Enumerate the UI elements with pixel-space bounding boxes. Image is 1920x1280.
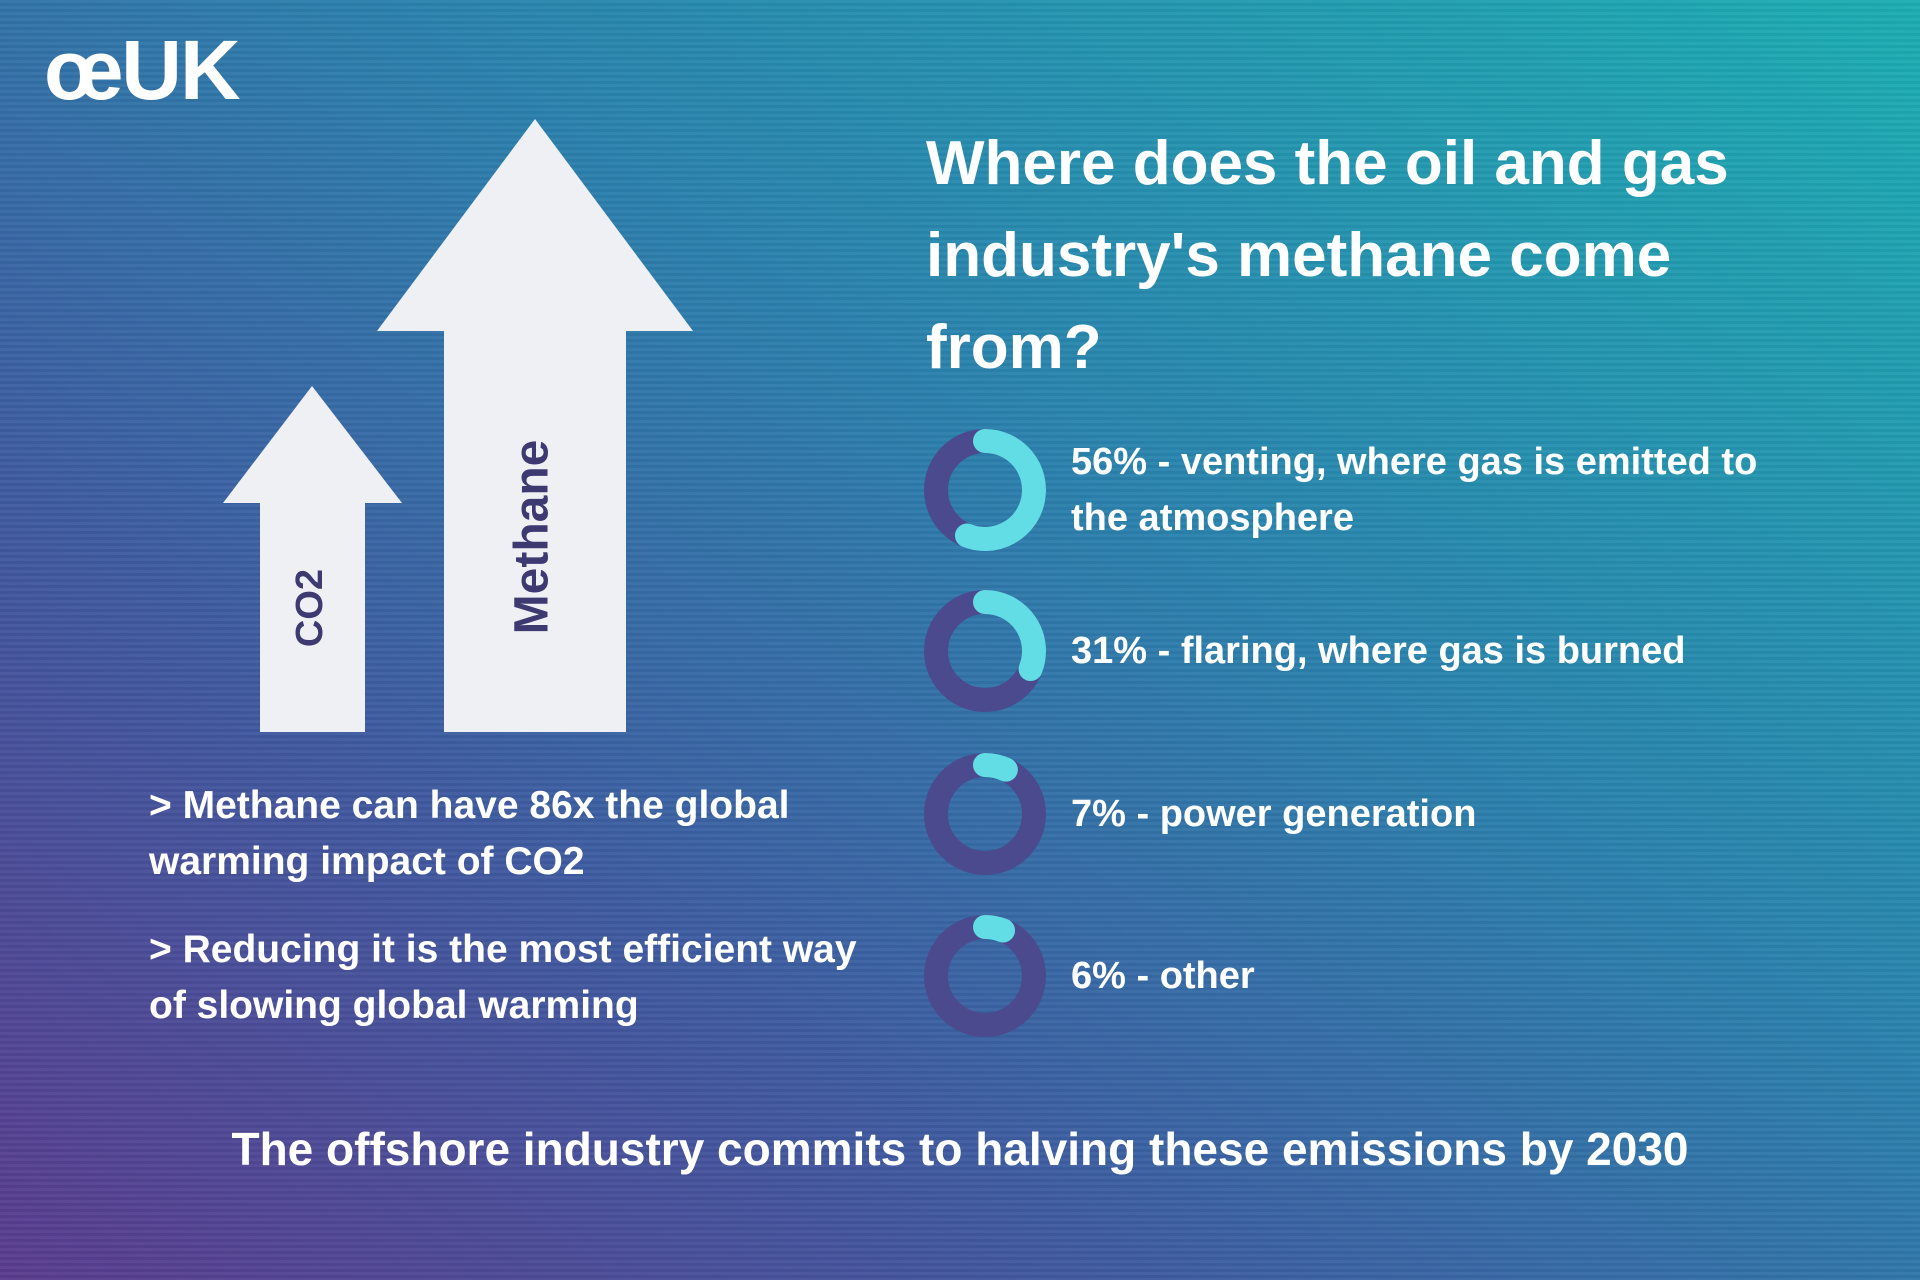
donut-label: 31% - flaring, where gas is burned — [1071, 630, 1686, 672]
arrow-label: CO2 — [289, 569, 331, 647]
donut-arc — [973, 753, 1018, 782]
donut-track — [924, 915, 1046, 1037]
donut-arc — [954, 429, 1046, 551]
donut-label: 56% - venting, where gas is emitted to t… — [1071, 441, 1758, 539]
note: > Reducing it is the most efficient way … — [149, 928, 857, 1027]
arrow-label: Methane — [506, 440, 559, 635]
note: > Methane can have 86x the global warmin… — [149, 784, 790, 883]
donut-label: 6% - other — [1071, 955, 1255, 997]
donut-arc — [973, 590, 1046, 682]
donut-arc — [973, 915, 1016, 943]
chart-title: Where does the oil and gas industry's me… — [926, 129, 1729, 382]
footer: The offshore industry commits to halving… — [231, 1123, 1689, 1175]
arrow-small — [223, 386, 402, 732]
donut-label: 7% - power generation — [1071, 793, 1477, 835]
donut-track — [924, 753, 1046, 875]
arrow-large — [377, 119, 693, 732]
logo: œUK — [44, 23, 241, 117]
